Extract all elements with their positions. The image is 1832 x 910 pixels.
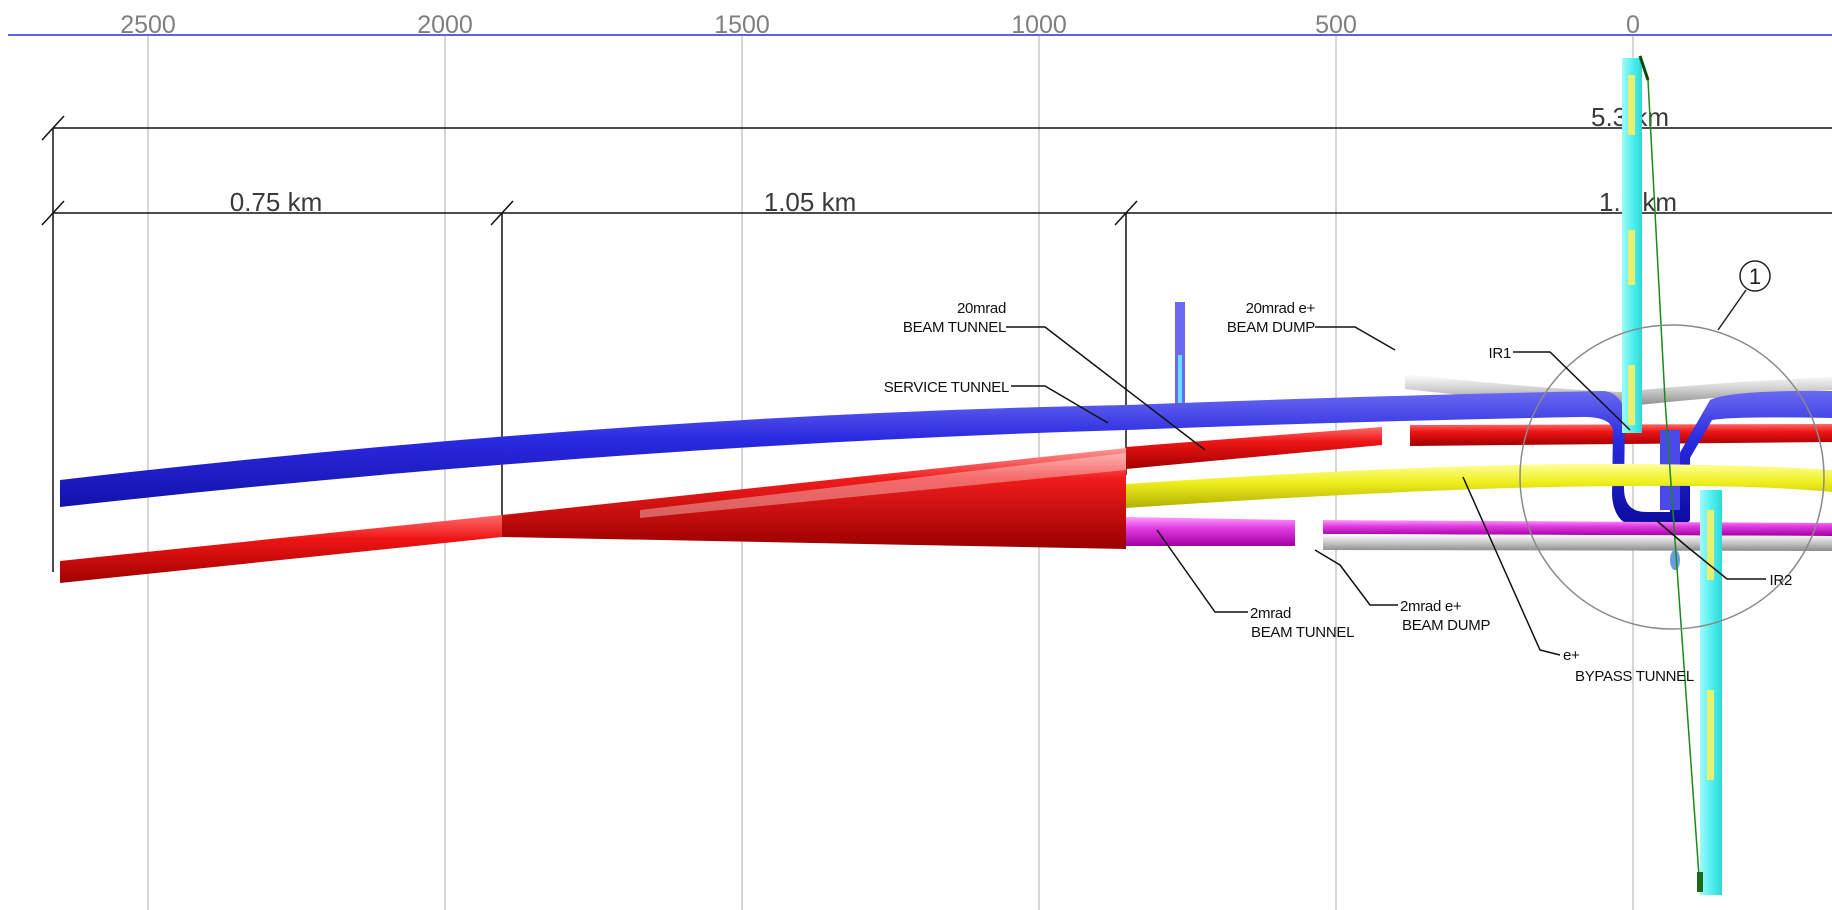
circle-number-label: 1: [1749, 264, 1761, 289]
dimension-lines: [41, 115, 1832, 572]
callout-ir1: IR1: [1489, 345, 1511, 362]
axis-tick-label: 1500: [714, 11, 770, 39]
callout-20mrad-beam-tunnel-line2: BEAM TUNNEL: [903, 319, 1006, 336]
service-tunnel: [60, 390, 1832, 528]
beam-tunnel-20mrad: [1126, 427, 1382, 469]
dimension-seg2-label: 1.05 km: [764, 187, 857, 217]
callout-ir2: IR2: [1770, 572, 1792, 589]
axis-ticks: 2500 2000 1500 1000 500 0: [120, 11, 1640, 39]
axis-tick-label: 2500: [120, 11, 176, 39]
callout-bypass-tunnel: e+: [1563, 647, 1580, 664]
callout-2mrad-beam-dump-line2: BEAM DUMP: [1402, 617, 1490, 634]
bypass-tunnel: [1126, 463, 1832, 508]
dimension-seg1-label: 0.75 km: [230, 187, 323, 217]
callout-20mrad-beam-tunnel: 20mrad: [957, 300, 1006, 317]
beam-tunnel-main: [60, 515, 502, 583]
beam-tunnel-cone: [502, 448, 1126, 549]
circle-number-marker: [1739, 260, 1771, 292]
leader-lines: [1006, 326, 1766, 656]
axis-tick-label: 0: [1626, 11, 1640, 39]
callout-2mrad-beam-tunnel-line2: BEAM TUNNEL: [1251, 624, 1354, 641]
callout-bypass-tunnel-line2: BYPASS TUNNEL: [1575, 668, 1694, 685]
axis-tick-label: 2000: [417, 11, 473, 39]
callout-2mrad-beam-dump: 2mrad e+: [1400, 598, 1462, 615]
interaction-region-circle: [1519, 324, 1825, 630]
beam-dump-2mrad: [1323, 534, 1832, 551]
callout-2mrad-beam-tunnel: 2mrad: [1250, 605, 1291, 622]
axis-tick-label: 1000: [1011, 11, 1067, 39]
beam-tunnel-2mrad: [1126, 517, 1295, 546]
callout-20mrad-beam-dump-line2: BEAM DUMP: [1227, 319, 1315, 336]
axis-tick-label: 500: [1315, 11, 1357, 39]
callout-20mrad-beam-dump: 20mrad e+: [1246, 300, 1316, 317]
callout-service-tunnel: SERVICE TUNNEL: [884, 379, 1009, 396]
